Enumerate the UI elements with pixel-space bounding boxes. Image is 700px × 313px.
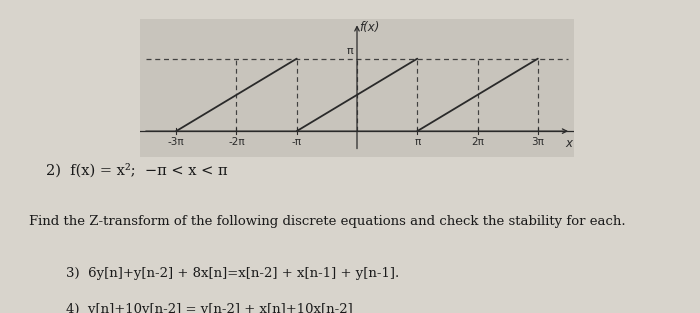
Text: f(x): f(x) [359, 21, 379, 34]
Text: -2π: -2π [228, 137, 245, 147]
Text: Find the Z-transform of the following discrete equations and check the stability: Find the Z-transform of the following di… [29, 215, 626, 228]
Text: 3)  6y[n]+y[n-2] + 8x[n]=x[n-2] + x[n-1] + y[n-1].: 3) 6y[n]+y[n-2] + 8x[n]=x[n-2] + x[n-1] … [66, 267, 400, 280]
Text: π: π [347, 46, 354, 56]
Text: 3π: 3π [531, 137, 545, 147]
Text: -3π: -3π [168, 137, 185, 147]
Text: -π: -π [292, 137, 302, 147]
Text: 4)  y[n]+10y[n-2] = y[n-2] + x[n]+10x[n-2]: 4) y[n]+10y[n-2] = y[n-2] + x[n]+10x[n-2… [66, 303, 354, 313]
Text: x: x [566, 137, 573, 150]
Text: π: π [414, 137, 421, 147]
Text: 2)  f(x) = x²;  −π < x < π: 2) f(x) = x²; −π < x < π [46, 163, 227, 177]
Text: 2π: 2π [471, 137, 484, 147]
